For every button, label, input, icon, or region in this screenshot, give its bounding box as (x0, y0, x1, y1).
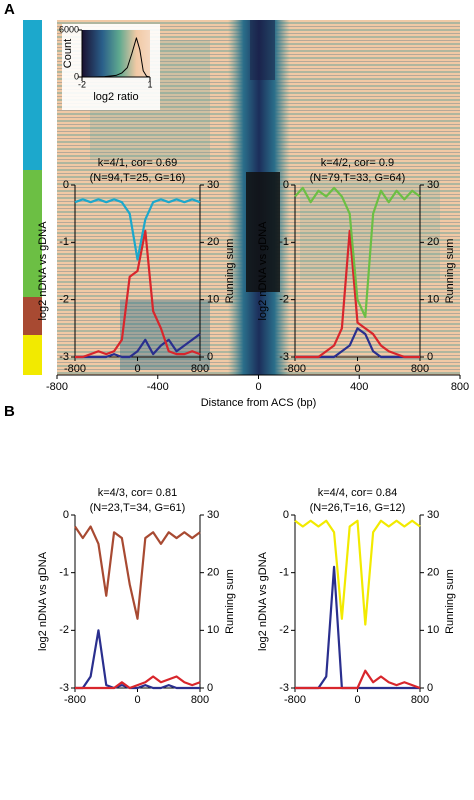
y-tick-label: 0 (74, 71, 79, 81)
series-line (75, 629, 200, 690)
y2-axis-label: Running sum (444, 569, 456, 634)
y-axis-label: log2 nDNA vs gDNA (257, 551, 269, 651)
y-axis-label: log2 nDNA vs gDNA (37, 221, 49, 321)
x-tick-label: 0 (354, 363, 360, 375)
x-tick-label: -800 (64, 694, 86, 706)
y-tick-label: -2 (279, 294, 289, 306)
chart-subtitle: (N=23,T=34, G=61) (90, 502, 186, 514)
series-line (294, 519, 421, 626)
y-tick-label: -2 (279, 624, 289, 636)
series-line (75, 333, 201, 359)
x-tick-label: 800 (191, 694, 209, 706)
y2-tick-label: 10 (207, 294, 219, 306)
y2-tick-label: 10 (427, 624, 439, 636)
x-tick-label: 0 (354, 694, 360, 706)
series-line (295, 229, 420, 359)
x-tick-label: 800 (451, 381, 469, 393)
heatmap (57, 20, 460, 375)
y-tick-label: -2 (59, 294, 69, 306)
y2-axis-label: Running sum (224, 239, 236, 304)
inset-colormap (82, 30, 150, 77)
chart-subtitle: (N=79,T=33, G=64) (310, 172, 406, 184)
y2-tick-label: 10 (207, 624, 219, 636)
y-tick-label: -3 (279, 351, 289, 363)
y2-axis-label: Running sum (444, 239, 456, 304)
x-axis-label: Distance from ACS (bp) (201, 397, 317, 409)
y2-tick-label: 0 (427, 351, 433, 363)
y2-tick-label: 20 (427, 567, 439, 579)
x-tick-label: 0 (255, 381, 261, 393)
x-tick-label: 400 (350, 381, 368, 393)
x-tick-label: -2 (78, 79, 86, 89)
y2-tick-label: 30 (427, 509, 439, 521)
x-tick-label: 1 (147, 79, 152, 89)
series-line (82, 37, 151, 78)
chart-title: k=4/4, cor= 0.84 (318, 487, 398, 499)
x-tick-label: 0 (134, 694, 140, 706)
chart-title: k=4/3, cor= 0.81 (98, 487, 178, 499)
x-tick-label: -800 (46, 381, 68, 393)
y-tick-label: -3 (279, 682, 289, 694)
y2-axis-label: Running sum (224, 569, 236, 634)
y2-tick-label: 30 (207, 179, 219, 191)
series-line (294, 186, 421, 318)
y-tick-label: -1 (279, 236, 289, 248)
y-tick-label: 0 (63, 509, 69, 521)
y-tick-label: 0 (63, 179, 69, 191)
chart-title: k=4/2, cor= 0.9 (321, 157, 394, 169)
x-tick-label: -800 (284, 363, 306, 375)
y-tick-label: 0 (283, 179, 289, 191)
x-tick-label: 800 (411, 363, 429, 375)
series-line (74, 198, 201, 261)
y2-tick-label: 30 (207, 509, 219, 521)
series-line (295, 565, 420, 690)
y-tick-label: 0 (283, 509, 289, 521)
series-line (75, 229, 201, 359)
x-tick-label: -400 (147, 381, 169, 393)
y-tick-label: -3 (59, 351, 69, 363)
x-axis-label: log2 ratio (93, 91, 138, 103)
y-tick-label: -3 (59, 682, 69, 694)
y2-tick-label: 20 (207, 567, 219, 579)
x-tick-label: -800 (284, 694, 306, 706)
series-line (75, 675, 201, 690)
series-line (74, 525, 201, 620)
y2-tick-label: 0 (207, 351, 213, 363)
cluster-bar (23, 297, 42, 335)
chart-title: k=4/1, cor= 0.69 (98, 157, 178, 169)
y2-tick-label: 20 (427, 236, 439, 248)
y2-tick-label: 10 (427, 294, 439, 306)
series-line (295, 669, 421, 690)
y2-tick-label: 0 (207, 682, 213, 694)
y-tick-label: -2 (59, 624, 69, 636)
cluster-bar (23, 170, 42, 297)
y2-tick-label: 30 (427, 179, 439, 191)
y-axis-label: Count (62, 39, 74, 68)
y2-tick-label: 0 (427, 682, 433, 694)
y-tick-label: -1 (59, 236, 69, 248)
cluster-bar (23, 20, 42, 170)
cluster-bar (23, 335, 42, 375)
y-tick-label: 6000 (59, 24, 79, 34)
chart-subtitle: (N=26,T=16, G=12) (310, 502, 406, 514)
x-tick-label: -800 (64, 363, 86, 375)
x-tick-label: 800 (411, 694, 429, 706)
y2-tick-label: 20 (207, 236, 219, 248)
y-tick-label: -1 (59, 567, 69, 579)
panel-letter: A (4, 1, 15, 18)
x-tick-label: 800 (191, 363, 209, 375)
y-axis-label: log2 nDNA vs gDNA (257, 221, 269, 321)
y-tick-label: -1 (279, 567, 289, 579)
chart-subtitle: (N=94,T=25, G=16) (90, 172, 186, 184)
y-axis-label: log2 nDNA vs gDNA (37, 551, 49, 651)
panel-letter: B (4, 403, 15, 420)
x-tick-label: 0 (134, 363, 140, 375)
